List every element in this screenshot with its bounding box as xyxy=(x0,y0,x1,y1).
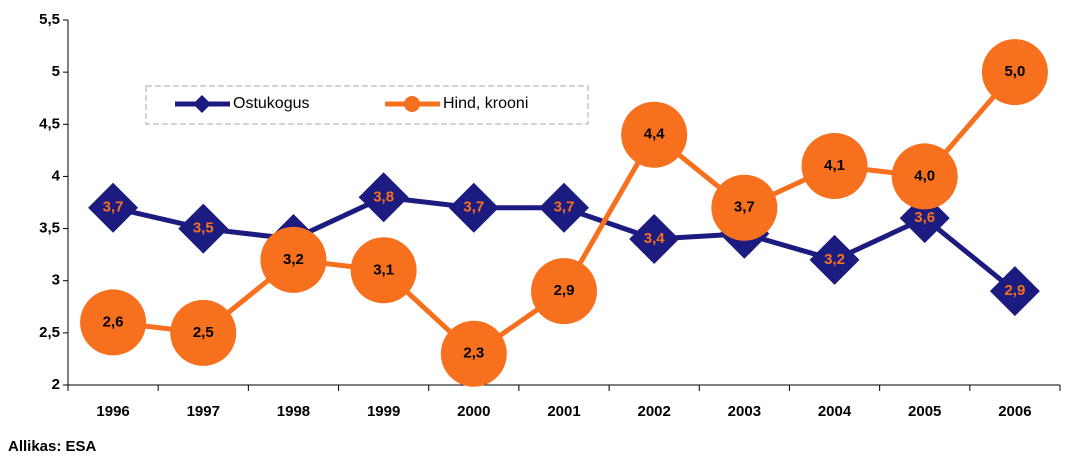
marker xyxy=(170,299,237,366)
marker xyxy=(350,237,417,304)
y-tick-label: 4 xyxy=(52,167,61,184)
marker xyxy=(440,320,507,387)
y-tick-label: 2,5 xyxy=(39,324,60,341)
y-tick-label: 2 xyxy=(52,376,60,393)
data-label: 2,6 xyxy=(103,313,124,330)
marker xyxy=(88,182,139,233)
data-label: 3,7 xyxy=(554,199,575,216)
data-label: 2,5 xyxy=(193,324,214,341)
marker xyxy=(621,101,688,168)
source: Allikas: ESA xyxy=(8,438,97,455)
data-label: 3,7 xyxy=(463,199,484,216)
x-tick-label: 1996 xyxy=(96,403,129,420)
x-tick-label: 2006 xyxy=(998,403,1031,420)
marker xyxy=(809,234,860,285)
marker xyxy=(891,143,958,210)
y-tick-label: 5 xyxy=(52,63,60,80)
x-tick-label: 2001 xyxy=(547,403,580,420)
data-label: 5,0 xyxy=(1004,63,1025,80)
data-label: 3,7 xyxy=(734,199,755,216)
data-label: 3,5 xyxy=(193,220,214,237)
data-label: 3,1 xyxy=(373,261,394,278)
marker xyxy=(629,214,680,264)
data-label: 3,4 xyxy=(644,230,666,247)
marker xyxy=(539,182,589,233)
data-label: 4,4 xyxy=(644,126,666,143)
marker xyxy=(193,95,211,113)
data-label: 3,6 xyxy=(914,209,935,226)
marker xyxy=(358,172,409,223)
legend-label: Ostukogus xyxy=(233,95,309,112)
data-label: 4,0 xyxy=(914,167,935,184)
x-tick-label: 2002 xyxy=(637,403,670,420)
y-tick-label: 3 xyxy=(52,272,60,289)
marker xyxy=(80,289,147,356)
marker xyxy=(448,182,499,233)
marker xyxy=(260,226,327,293)
x-tick-label: 2000 xyxy=(457,403,490,420)
x-tick-label: 2004 xyxy=(818,403,852,420)
x-tick-label: 2005 xyxy=(908,403,941,420)
y-tick-label: 4,5 xyxy=(39,115,60,132)
data-label: 3,8 xyxy=(373,188,394,205)
x-tick-label: 2003 xyxy=(728,403,761,420)
y-tick-label: 5,5 xyxy=(39,11,60,28)
x-tick-label: 1997 xyxy=(187,403,220,420)
marker xyxy=(989,266,1040,317)
marker xyxy=(801,133,868,199)
y-tick-label: 3,5 xyxy=(39,220,60,237)
marker xyxy=(531,258,597,325)
data-label: 2,9 xyxy=(554,282,575,299)
data-label: 3,7 xyxy=(103,199,124,216)
x-tick-label: 1998 xyxy=(277,403,310,420)
data-label: 2,3 xyxy=(463,345,484,362)
legend-label: Hind, krooni xyxy=(443,95,528,112)
data-label: 2,9 xyxy=(1004,282,1025,299)
marker xyxy=(404,96,420,112)
data-label: 4,1 xyxy=(824,157,845,174)
marker xyxy=(178,203,229,254)
data-label: 3,2 xyxy=(283,251,304,268)
marker xyxy=(711,174,778,241)
marker xyxy=(981,39,1048,106)
x-tick-label: 1999 xyxy=(367,403,400,420)
data-label: 3,2 xyxy=(824,251,845,268)
